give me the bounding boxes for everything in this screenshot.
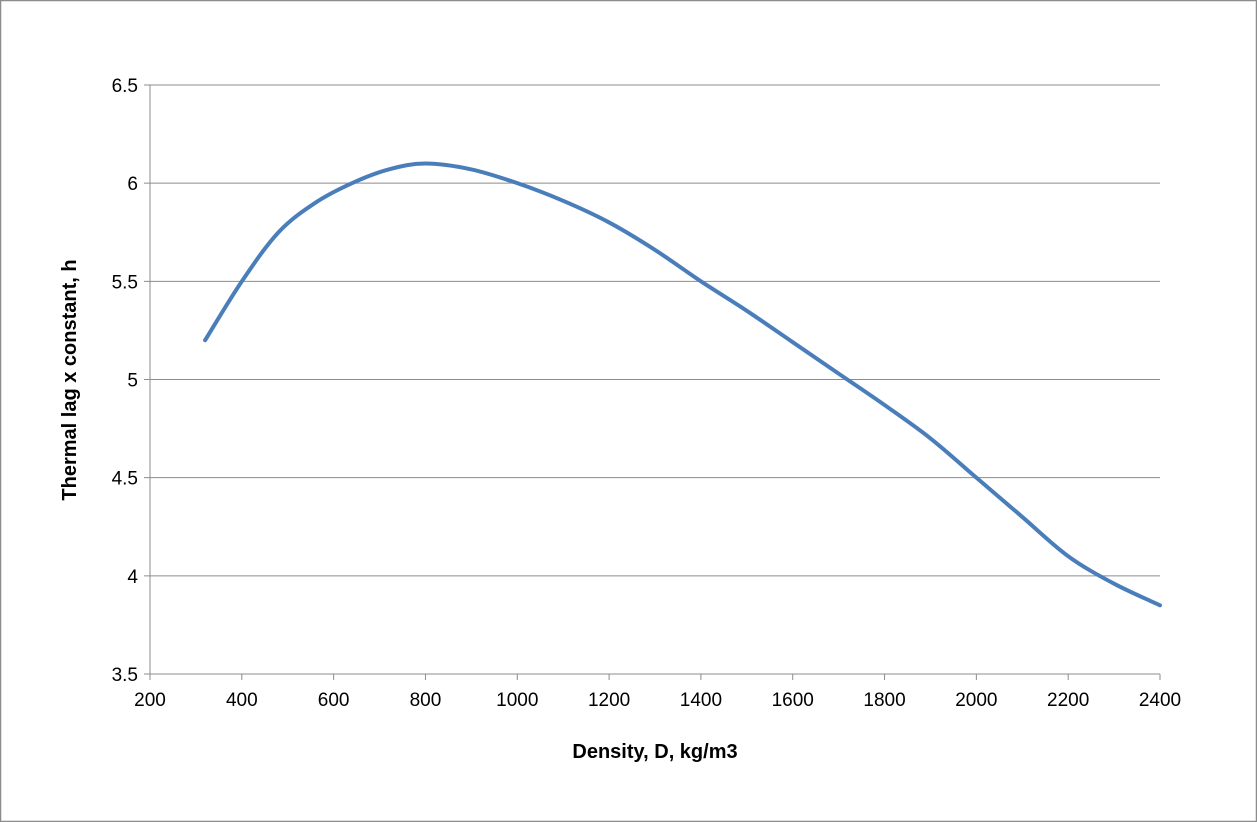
x-axis-title: Density, D, kg/m3 xyxy=(572,741,737,763)
y-tick-label: 6 xyxy=(127,174,138,195)
y-tick-labels: 3.5 4 4.5 5 5.5 6 6.5 xyxy=(112,76,139,686)
y-tick-label: 4 xyxy=(127,567,138,588)
x-tick-label: 1800 xyxy=(863,690,905,711)
axes xyxy=(149,85,1161,680)
y-axis-title: Thermal lag x constant, h xyxy=(59,259,81,500)
x-tick-label: 2200 xyxy=(1047,690,1089,711)
x-tick-label: 200 xyxy=(134,690,166,711)
x-tick-label: 1000 xyxy=(496,690,538,711)
x-tick-label: 1400 xyxy=(680,690,722,711)
y-tick-label: 6.5 xyxy=(112,76,138,97)
y-tick-label: 3.5 xyxy=(112,665,138,686)
y-tick-label: 5.5 xyxy=(112,272,138,293)
x-tick-label: 2400 xyxy=(1139,690,1181,711)
y-tick-label: 5 xyxy=(127,371,138,392)
x-tick-label: 400 xyxy=(226,690,258,711)
x-tick-labels: 200 400 600 800 1000 1200 1400 1600 1800 2000 2200… xyxy=(134,690,1181,711)
x-tick-label: 800 xyxy=(410,690,442,711)
series-line xyxy=(203,161,1162,608)
x-tick-label: 1200 xyxy=(588,690,630,711)
x-tick-label: 600 xyxy=(318,690,350,711)
x-tick-label: 1600 xyxy=(772,690,814,711)
y-tick-label: 4.5 xyxy=(112,469,138,490)
x-tick-label: 2000 xyxy=(955,690,997,711)
series-layer xyxy=(203,161,1162,608)
